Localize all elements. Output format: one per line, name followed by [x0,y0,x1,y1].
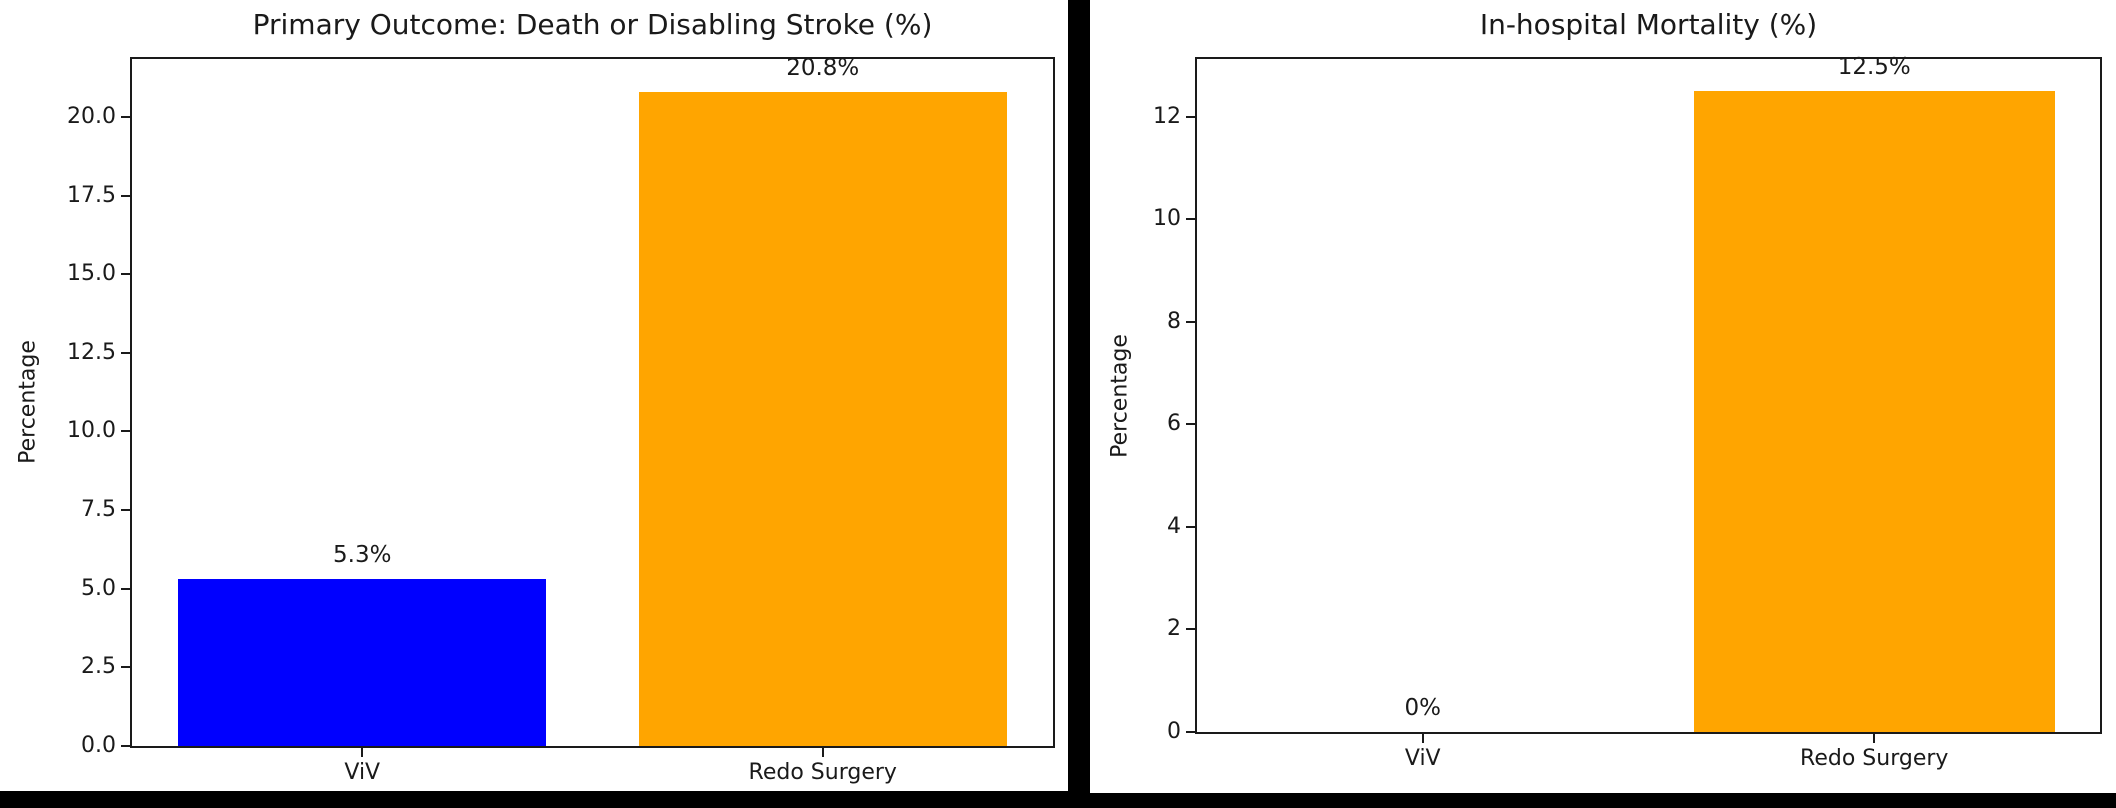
y-tick-mark [121,666,130,669]
y-tick-mark [1186,115,1195,118]
x-tick-label-viv: ViV [344,760,381,785]
y-tick-mark [121,587,130,590]
y-tick-label: 6 [1167,411,1181,437]
y-tick-mark [1186,218,1195,221]
y-tick-mark [121,351,130,354]
chart-panel-primary-outcome: Primary Outcome: Death or Disabling Stro… [0,0,1068,791]
y-tick-label: 8 [1167,308,1181,334]
y-tick-mark [1186,423,1195,426]
y-tick-mark [1186,731,1195,733]
x-tick-label-redo-surgery: Redo Surgery [748,760,897,785]
bar-viv [178,579,547,746]
y-tick-mark [121,509,130,512]
x-tick-label-redo-surgery: Redo Surgery [1800,746,1949,771]
y-tick-label: 10 [1153,206,1181,232]
chart-title: In-hospital Mortality (%) [1479,8,1818,41]
y-tick-mark [121,115,130,118]
y-tick-label: 15.0 [67,261,116,287]
x-tick-mark [821,748,824,757]
y-tick-label: 4 [1167,513,1181,539]
bar-redo-surgery [1693,91,2055,732]
bar-value-label-redo-surgery: 20.8% [786,54,860,81]
chart-panel-in-hospital-mortality: In-hospital Mortality (%) Percentage 0 2 4… [1090,0,2116,793]
y-tick-label: 2 [1167,616,1181,642]
y-tick-label: 5.0 [81,575,116,601]
y-tick-mark [121,745,130,747]
y-tick-label: 0.0 [81,733,116,758]
bar-value-label-viv: 5.3% [333,542,392,569]
plot-area: 0.0 2.5 5.0 7.5 10.0 12.5 15.0 17.5 20.0 5.3% ViV 2… [67,54,1055,784]
y-tick-mark [121,430,130,433]
x-tick-mark [361,748,364,757]
plot-area: 0 2 4 6 8 10 12 0% ViV 12.5% Redo Surgery [1153,54,2102,770]
y-tick-label: 17.5 [67,182,116,208]
y-tick-label: 12 [1153,103,1181,129]
x-tick-mark [1873,734,1876,743]
y-tick-label: 20.0 [67,103,116,129]
bar-value-label-redo-surgery: 12.5% [1837,54,1911,81]
panel-divider [1068,0,1090,808]
x-tick-mark [1421,734,1424,743]
y-tick-mark [1186,525,1195,528]
x-tick-label-viv: ViV [1404,746,1441,771]
bar-redo-surgery [638,91,1007,746]
y-tick-label: 7.5 [81,497,116,523]
y-tick-mark [121,194,130,197]
y-tick-mark [121,273,130,276]
y-tick-label: 2.5 [81,654,116,680]
y-tick-mark [1186,320,1195,323]
y-tick-label: 12.5 [67,339,116,365]
y-tick-label: 10.0 [67,418,116,444]
y-tick-label: 0 [1167,719,1181,744]
y-axis-label: Percentage [1107,334,1133,458]
chart-title: Primary Outcome: Death or Disabling Stro… [252,8,933,41]
y-axis-label: Percentage [15,340,41,464]
y-tick-mark [1186,628,1195,631]
bar-value-label-viv: 0% [1404,695,1442,721]
